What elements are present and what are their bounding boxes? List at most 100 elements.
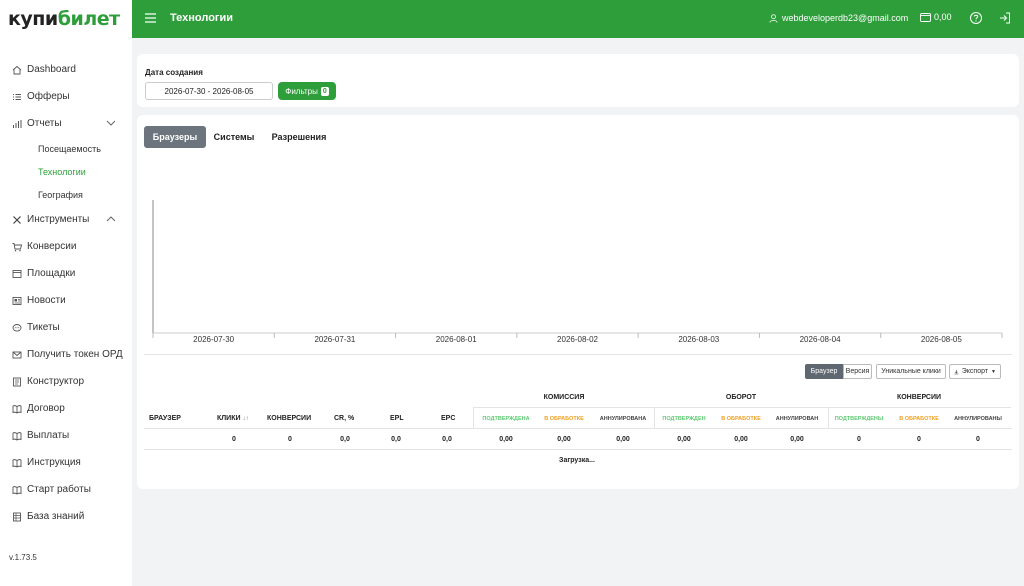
sidebar-item-offers[interactable]: Офферы [0, 83, 132, 110]
sort-icon: ↓↑ [242, 416, 249, 422]
total-turnover-processing: 0,00 [734, 436, 748, 443]
col-divider [828, 407, 829, 428]
sidebar-subitem-attendance[interactable]: Посещаемость [38, 143, 101, 154]
group-turnover: ОБОРОТ [725, 394, 757, 401]
sidebar-item-label: Договор [27, 403, 65, 414]
export-label: Экспорт [961, 368, 989, 375]
col-commission-confirmed[interactable]: ПОДТВЕРЖДЕНА [482, 416, 530, 422]
total-conv-processing: 0 [917, 436, 921, 443]
newspaper-icon [11, 295, 22, 306]
sidebar-item-reports[interactable]: Отчеты [0, 110, 132, 137]
x-tick-label: 2026-08-05 [920, 335, 962, 344]
col-turnover-processing[interactable]: В ОБРАБОТКЕ [721, 416, 761, 422]
sidebar-item-label: Площадки [27, 268, 76, 279]
filters-button[interactable]: Фильтры 0 [278, 82, 336, 100]
download-icon [954, 369, 959, 374]
logo[interactable]: купи билет [0, 0, 132, 38]
x-tick-label: 2026-08-03 [678, 335, 720, 344]
user-email: webdeveloperdb23@gmail.com [782, 13, 909, 23]
window-icon [11, 268, 22, 279]
sidebar-item-start[interactable]: Старт работы [0, 476, 132, 503]
col-conv-processing[interactable]: В ОБРАБОТКЕ [899, 416, 939, 422]
envelope-icon [11, 349, 22, 360]
col-clicks-label: КЛИКИ [217, 415, 241, 422]
col-conv-confirmed[interactable]: ПОДТВЕРЖДЕНЫ [834, 416, 884, 422]
sidebar-item-conversions[interactable]: Конверсии [0, 233, 132, 260]
sidebar-item-label: Новости [27, 295, 66, 306]
total-commission-processing: 0,00 [557, 436, 571, 443]
book-icon [11, 457, 22, 468]
sidebar-item-tools[interactable]: Инструменты [0, 206, 132, 233]
tab-resolutions[interactable]: Разрешения [271, 132, 327, 142]
col-divider [473, 407, 474, 428]
balance[interactable]: 0,00 [920, 12, 952, 22]
col-conv-cancelled[interactable]: АННУЛИРОВАНЫ [954, 416, 1002, 422]
unique-clicks-wrap: Уникальные клики [876, 364, 946, 379]
sidebar-item-contract[interactable]: Договор [0, 395, 132, 422]
sidebar-item-label: Тикеты [27, 322, 60, 333]
database-icon [11, 511, 22, 522]
sidebar-item-label: Отчеты [27, 118, 62, 129]
col-browser[interactable]: БРАУЗЕР [149, 415, 181, 422]
date-filter-label: Дата создания [145, 68, 203, 77]
total-turnover-confirmed: 0,00 [677, 436, 691, 443]
chat-icon [11, 322, 22, 333]
total-turnover-cancelled: 0,00 [790, 436, 804, 443]
top-header: Технологии webdeveloperdb23@gmail.com 0,… [132, 0, 1024, 38]
chevron-up-icon [106, 216, 116, 222]
sidebar-item-dashboard[interactable]: Dashboard [0, 56, 132, 83]
group-by-browser-button[interactable]: Браузер [805, 364, 843, 379]
x-tick-label: 2026-08-04 [799, 335, 841, 344]
report-panel: Браузеры Системы Разрешения 2026-07-30 20… [137, 115, 1019, 489]
total-commission-confirmed: 0,00 [499, 436, 513, 443]
caret-down-icon: ▼ [991, 368, 996, 375]
sidebar-item-label: База знаний [27, 511, 85, 522]
unique-clicks-button[interactable]: Уникальные клики [876, 364, 946, 379]
tab-systems[interactable]: Системы [213, 132, 255, 142]
bar-chart-icon [11, 118, 22, 129]
sidebar-item-knowledge-base[interactable]: База знаний [0, 503, 132, 530]
user-menu[interactable]: webdeveloperdb23@gmail.com [769, 13, 908, 23]
menu-icon[interactable] [145, 13, 156, 23]
sidebar-item-label: Выплаты [27, 430, 70, 441]
loading-indicator: Загрузка... [559, 457, 595, 464]
sidebar-item-label: Старт работы [27, 484, 91, 495]
total-conv-cancelled: 0 [976, 436, 980, 443]
col-turnover-cancelled[interactable]: АННУЛИРОВАН [775, 416, 819, 422]
help-icon[interactable] [969, 11, 983, 25]
user-icon [769, 13, 778, 23]
sidebar-item-label: Инструменты [27, 214, 90, 225]
col-turnover-confirmed[interactable]: ПОДТВЕРЖДЕН [662, 416, 706, 422]
sidebar-item-payouts[interactable]: Выплаты [0, 422, 132, 449]
col-epc[interactable]: EPC [441, 415, 456, 422]
sidebar-item-constructor[interactable]: Конструктор [0, 368, 132, 395]
tab-browsers[interactable]: Браузеры [144, 126, 206, 148]
book-icon [11, 484, 22, 495]
sidebar-subitem-technologies[interactable]: Технологии [38, 166, 86, 177]
sidebar: купи билет Dashboard Офферы Отчеты Посеща… [0, 0, 132, 586]
sidebar-item-instruction[interactable]: Инструкция [0, 449, 132, 476]
sidebar-item-tickets[interactable]: Тикеты [0, 314, 132, 341]
sidebar-item-news[interactable]: Новости [0, 287, 132, 314]
wallet-icon [920, 13, 931, 22]
total-conv-confirmed: 0 [857, 436, 861, 443]
col-commission-processing[interactable]: В ОБРАБОТКЕ [544, 416, 584, 422]
sidebar-item-ord-token[interactable]: Получить токен ОРД [0, 341, 132, 368]
sidebar-item-label: Офферы [27, 91, 70, 102]
col-commission-cancelled[interactable]: АННУЛИРОВАНА [599, 416, 647, 422]
col-epl[interactable]: EPL [390, 415, 404, 422]
export-button[interactable]: Экспорт ▼ [949, 364, 1001, 379]
filters-button-label: Фильтры [285, 86, 318, 96]
col-conversions[interactable]: КОНВЕРСИИ [267, 415, 312, 422]
col-cr[interactable]: CR, % [334, 415, 355, 422]
sidebar-item-label: Получить токен ОРД [27, 349, 123, 360]
filters-count-badge: 0 [320, 86, 329, 96]
group-by-version-button[interactable]: Версия [843, 364, 872, 379]
sidebar-item-platforms[interactable]: Площадки [0, 260, 132, 287]
group-conversions: КОНВЕРСИИ [896, 394, 942, 401]
date-range-input[interactable]: 2026-07-30 - 2026-08-05 [145, 82, 273, 100]
sidebar-subitem-geography[interactable]: География [38, 189, 83, 200]
list-icon [11, 91, 22, 102]
logout-icon[interactable] [998, 11, 1012, 25]
col-clicks[interactable]: КЛИКИ ↓↑ [217, 415, 248, 422]
